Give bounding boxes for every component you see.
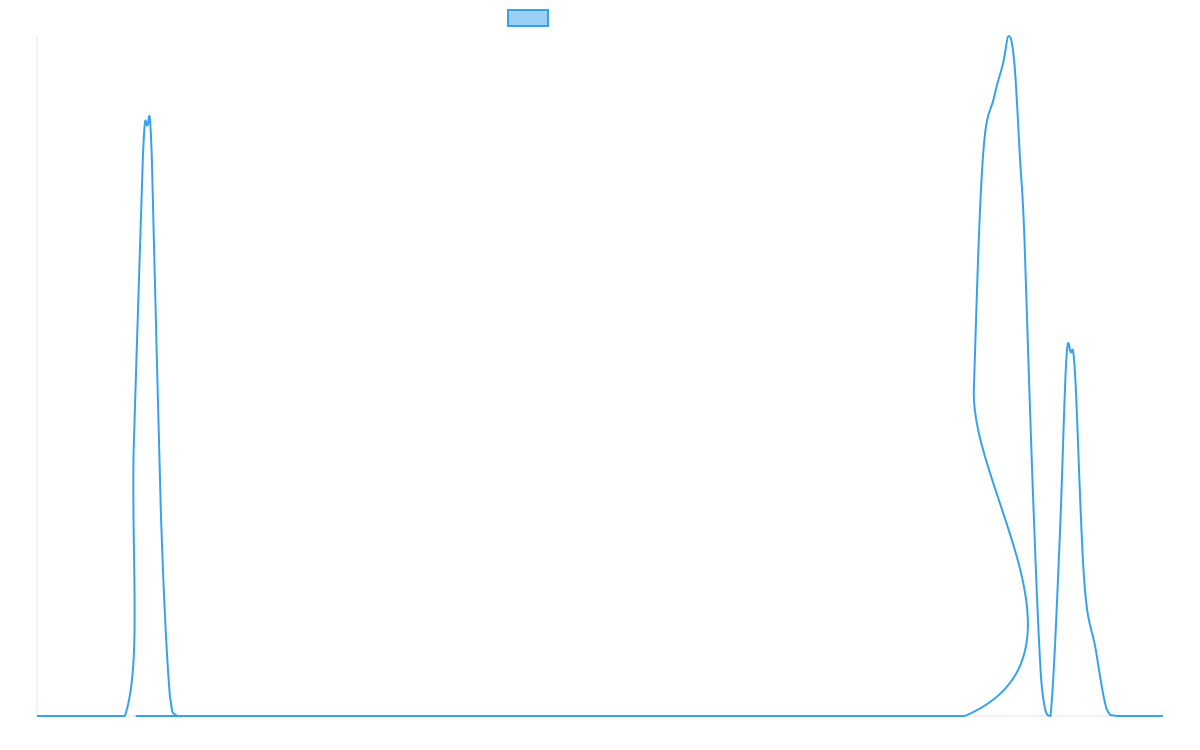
chart-axes (36, 36, 1163, 717)
series-line-0[interactable] (37, 35, 1163, 718)
legend[interactable] (507, 9, 549, 27)
legend-swatch[interactable] (507, 9, 549, 27)
series-layer (37, 35, 1163, 718)
